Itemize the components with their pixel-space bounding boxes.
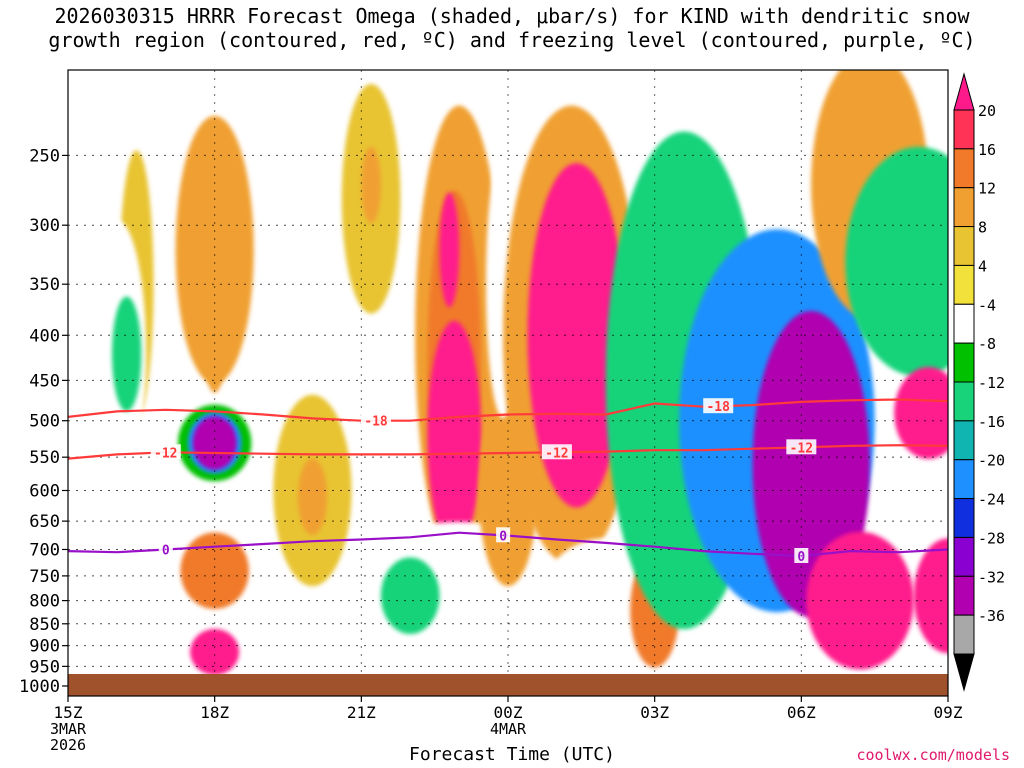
colorbar-swatch (953, 303, 975, 344)
y-tick-label: 700 (29, 540, 60, 560)
colorbar-label: 8 (978, 219, 987, 237)
colorbar-swatch (953, 148, 975, 189)
omega-region (380, 557, 440, 635)
contour-label-bg (496, 527, 511, 543)
contour-label: -12 (790, 441, 813, 456)
contour-label: -18 (706, 400, 730, 415)
colorbar-label: -12 (978, 374, 1005, 392)
colorbar-label: -36 (978, 607, 1005, 625)
omega-shaded-regions (87, 70, 948, 675)
site-credit[interactable]: coolwx.com/models (856, 746, 1010, 764)
x-tick-sublabel: 4MAR (490, 720, 527, 738)
colorbar-swatch (953, 342, 975, 383)
contour-label-bg (703, 398, 734, 414)
colorbar-swatch (953, 264, 975, 305)
colorbar-label: -16 (978, 413, 1005, 431)
colorbar-bottom-arrow (953, 653, 975, 692)
omega-region (427, 320, 482, 551)
x-tick-label: 18Z (200, 703, 229, 722)
colorbar-swatch (953, 575, 975, 616)
colorbar-swatch (953, 109, 975, 150)
x-tick-label: 09Z (934, 703, 963, 722)
contour-label: -18 (364, 415, 388, 430)
omega-region (192, 416, 237, 470)
colorbar-label: 20 (978, 102, 996, 120)
colorbar-swatch (953, 498, 975, 538)
x-tick-label: 00Z (494, 703, 523, 722)
x-tick-label: 21Z (347, 703, 376, 722)
contour-label: 0 (797, 550, 805, 565)
omega-region (361, 146, 381, 224)
contour-label: -12 (154, 446, 177, 461)
colorbar-swatch (953, 536, 975, 577)
x-tick-label: 06Z (787, 703, 816, 722)
y-tick-label: 400 (29, 326, 60, 346)
ground-band (68, 674, 948, 696)
colorbar-label: -8 (978, 335, 996, 353)
y-tick-label: 1000 (19, 677, 60, 697)
y-tick-label: 300 (29, 216, 60, 236)
colorbar-swatch (953, 226, 975, 266)
colorbar-swatch (953, 420, 975, 461)
omega-region (112, 296, 142, 412)
contour-label: 0 (499, 529, 507, 544)
colorbar-label: -24 (978, 491, 1005, 509)
omega-region (295, 89, 320, 281)
omega-region (527, 163, 626, 508)
x-tick-sublabel: 3MAR (50, 720, 87, 738)
x-tick-sublabel: 2026 (50, 736, 86, 754)
contour-label-bg (794, 547, 809, 563)
contour-label: 0 (162, 543, 170, 558)
colorbar-label: -4 (978, 296, 996, 314)
y-tick-label: 500 (29, 412, 60, 432)
omega-region (180, 532, 249, 610)
x-axis-label: Forecast Time (UTC) (409, 744, 615, 765)
contour-label-bg (361, 412, 391, 428)
colorbar-label: -20 (978, 452, 1005, 470)
y-tick-label: 950 (29, 657, 60, 677)
chart-title: 2026030315 HRRR Forecast Omega (shaded, … (48, 4, 976, 52)
y-tick-label: 550 (29, 448, 60, 468)
contour-label-bg (786, 439, 817, 455)
omega-region (894, 367, 948, 459)
colorbar-label: 16 (978, 141, 996, 159)
y-tick-label: 250 (29, 146, 60, 166)
ground-surface (68, 674, 948, 696)
colorbar-top-arrow (953, 72, 975, 111)
colorbar-label: 4 (978, 257, 987, 275)
colorbar-label: -28 (978, 529, 1005, 547)
colorbar: 20 16 12 8 4 -4 -8 -12 -16 -20 -24 -28 -32 -36 (953, 72, 1005, 692)
colorbar-swatch (953, 459, 975, 500)
dendritic-contour (68, 398, 948, 422)
contour-label: -12 (545, 446, 568, 461)
y-tick-label: 450 (29, 371, 60, 391)
colorbar-swatch (953, 187, 975, 228)
y-tick-label: 650 (29, 512, 60, 532)
y-tick-label: 600 (29, 481, 60, 501)
x-tick-label: 03Z (640, 703, 669, 722)
omega-region (439, 192, 460, 308)
omega-region (297, 458, 328, 536)
contour-label-bg (541, 444, 572, 460)
y-tick-label: 750 (29, 567, 60, 587)
contour-label-bg (158, 541, 173, 557)
y-tick-label: 850 (29, 615, 60, 635)
y-axis: 2503003504004505005506006507007508008509… (19, 146, 68, 697)
colorbar-swatch (953, 614, 975, 655)
contour-lines: -18 -18 -12 -12 -12 0 0 0 (68, 398, 948, 565)
omega-region (913, 538, 948, 654)
omega-region (845, 146, 948, 377)
colorbar-label: -32 (978, 568, 1005, 586)
y-tick-label: 800 (29, 592, 60, 612)
colorbar-swatch (953, 381, 975, 422)
omega-region (190, 629, 240, 675)
omega-region (175, 115, 254, 384)
y-tick-label: 350 (29, 275, 60, 295)
colorbar-label: 12 (978, 180, 996, 198)
x-tick-label: 15Z (54, 703, 83, 722)
contour-label-bg (150, 444, 181, 460)
y-tick-label: 900 (29, 637, 60, 657)
